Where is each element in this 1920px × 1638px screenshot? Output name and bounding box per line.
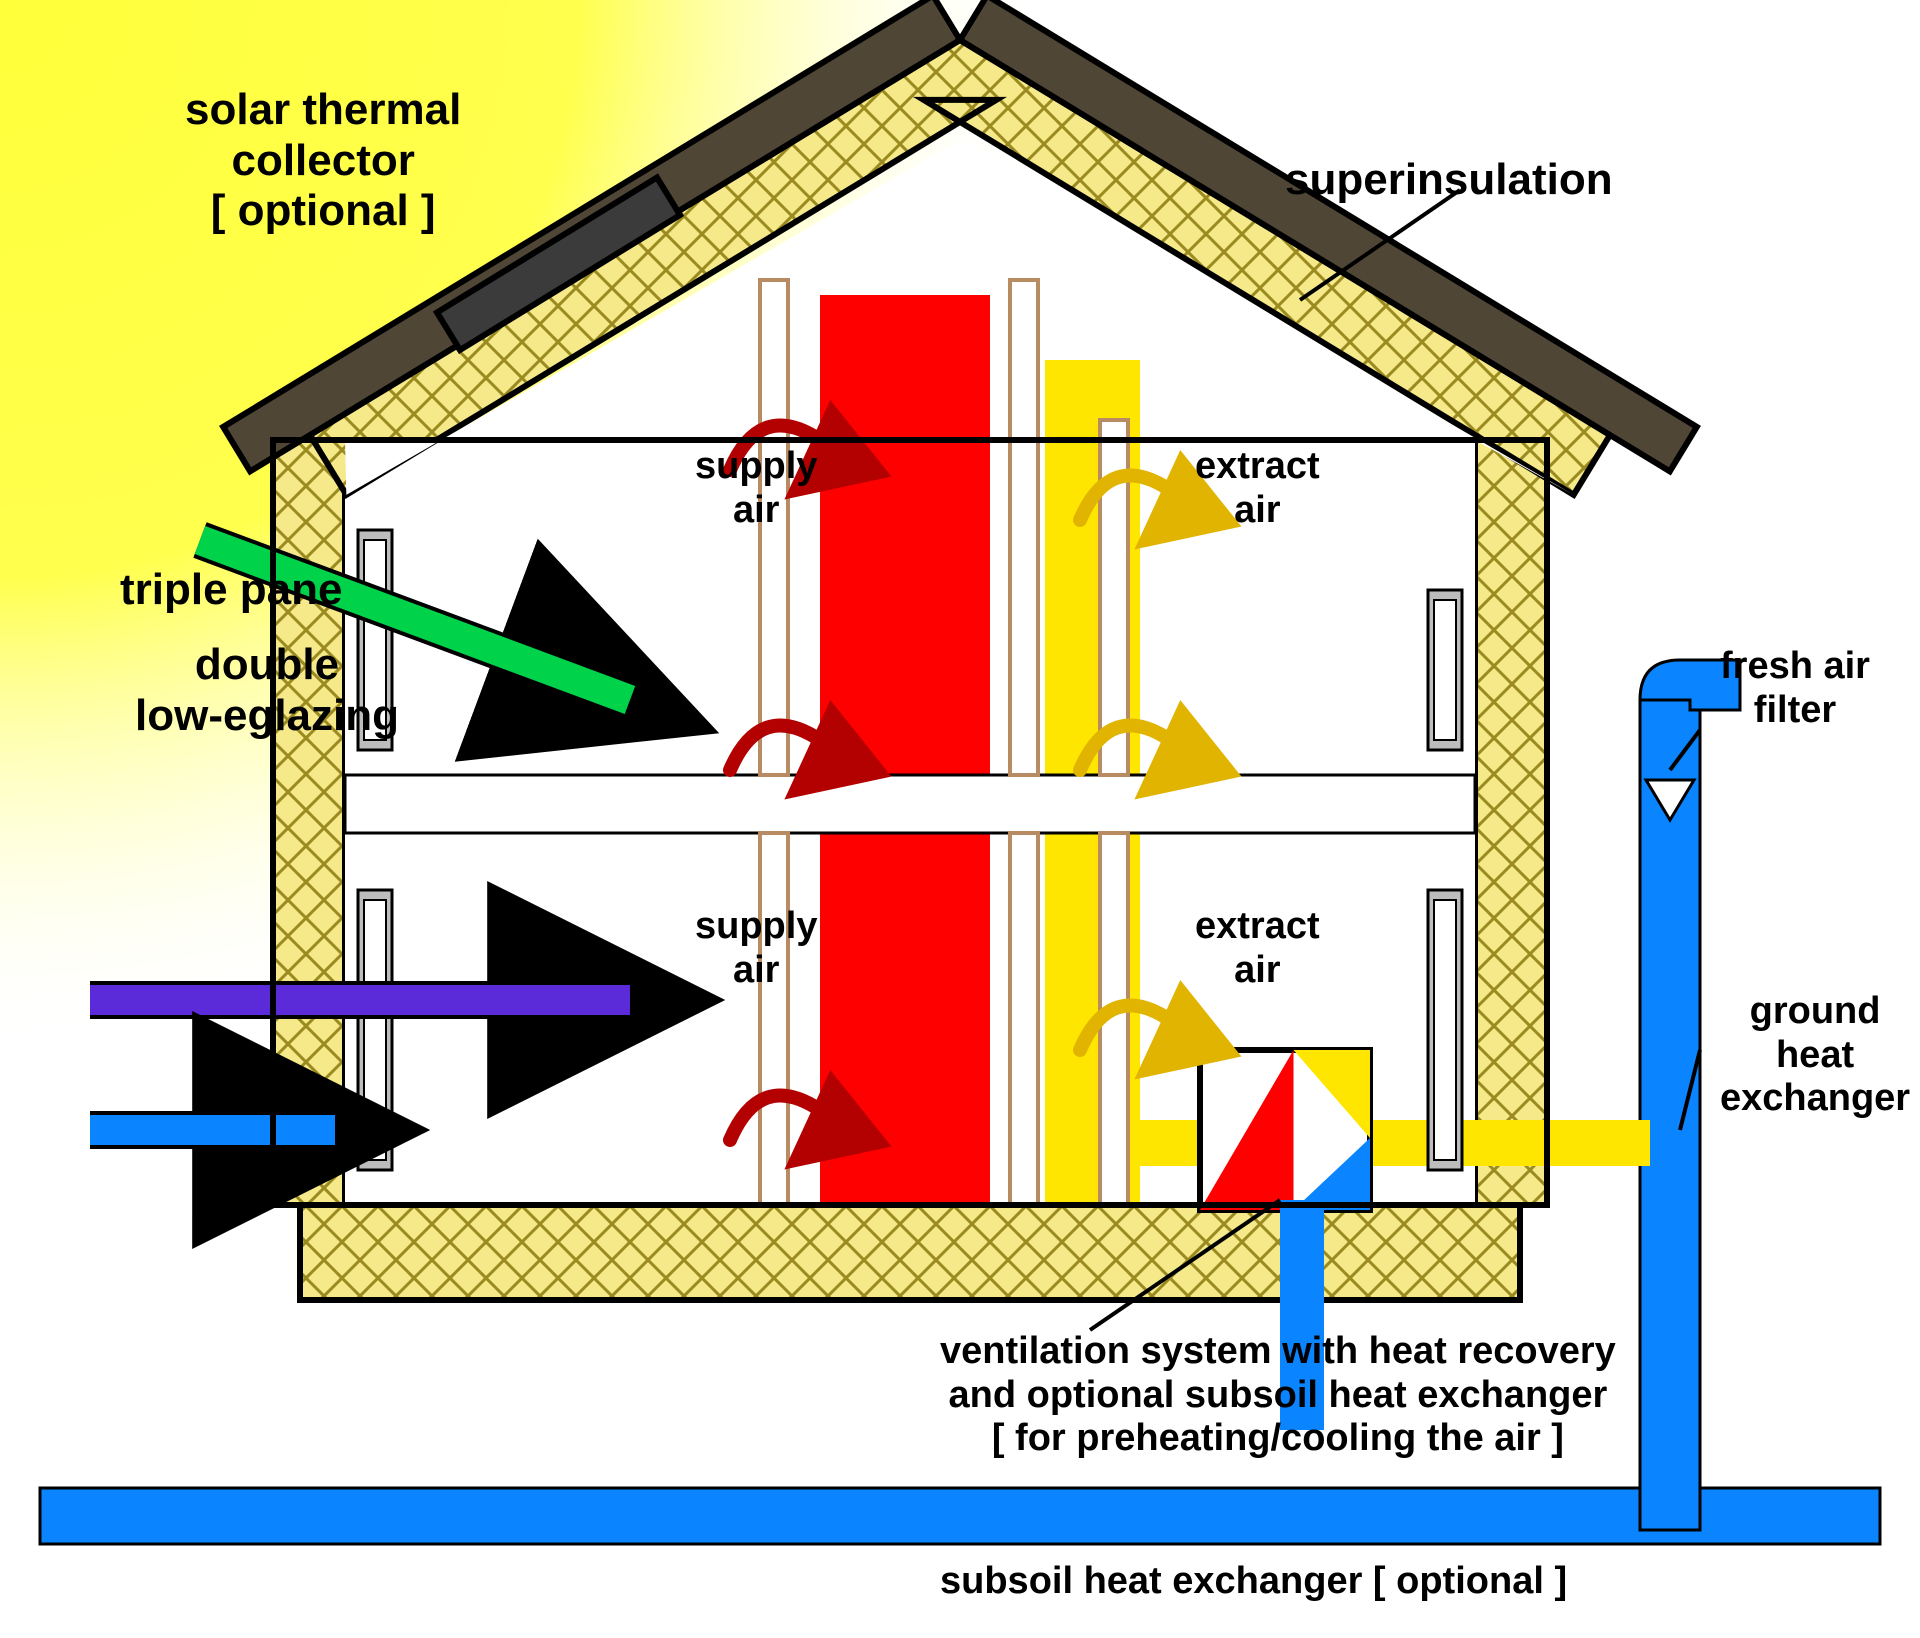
floor-insulation <box>300 1205 1520 1300</box>
label-freshair: fresh air filter <box>1720 645 1870 732</box>
label-supply2: supply air <box>695 905 817 992</box>
label-extract2: extract air <box>1195 905 1320 992</box>
window-left-lower <box>364 900 386 1160</box>
right-wall-insulation <box>1475 440 1547 1205</box>
label-double: double low-eglazing <box>135 640 399 741</box>
label-bottom: ventilation system with heat recovery an… <box>940 1330 1616 1461</box>
label-ground: ground heat exchanger <box>1720 990 1910 1121</box>
label-triple: triple pane <box>120 565 343 616</box>
label-super: superinsulation <box>1285 155 1613 206</box>
label-solar: solar thermal collector [ optional ] <box>185 85 461 237</box>
inner-wall-1-lower <box>1010 833 1038 1205</box>
fresh-air-riser <box>1640 700 1700 1530</box>
window-right-lower <box>1434 900 1456 1160</box>
supply-duct <box>820 295 990 1205</box>
label-subsoil: subsoil heat exchanger [ optional ] <box>940 1560 1567 1604</box>
inner-wall-0-lower <box>760 833 788 1205</box>
mid-floor <box>345 775 1475 833</box>
label-extract1: extract air <box>1195 445 1320 532</box>
label-supply1: supply air <box>695 445 817 532</box>
yellow-branch-to-filter <box>1365 1120 1665 1166</box>
subsoil-pipe <box>40 1488 1880 1544</box>
window-right-upper <box>1434 600 1456 740</box>
inner-wall-1-upper <box>1010 280 1038 775</box>
